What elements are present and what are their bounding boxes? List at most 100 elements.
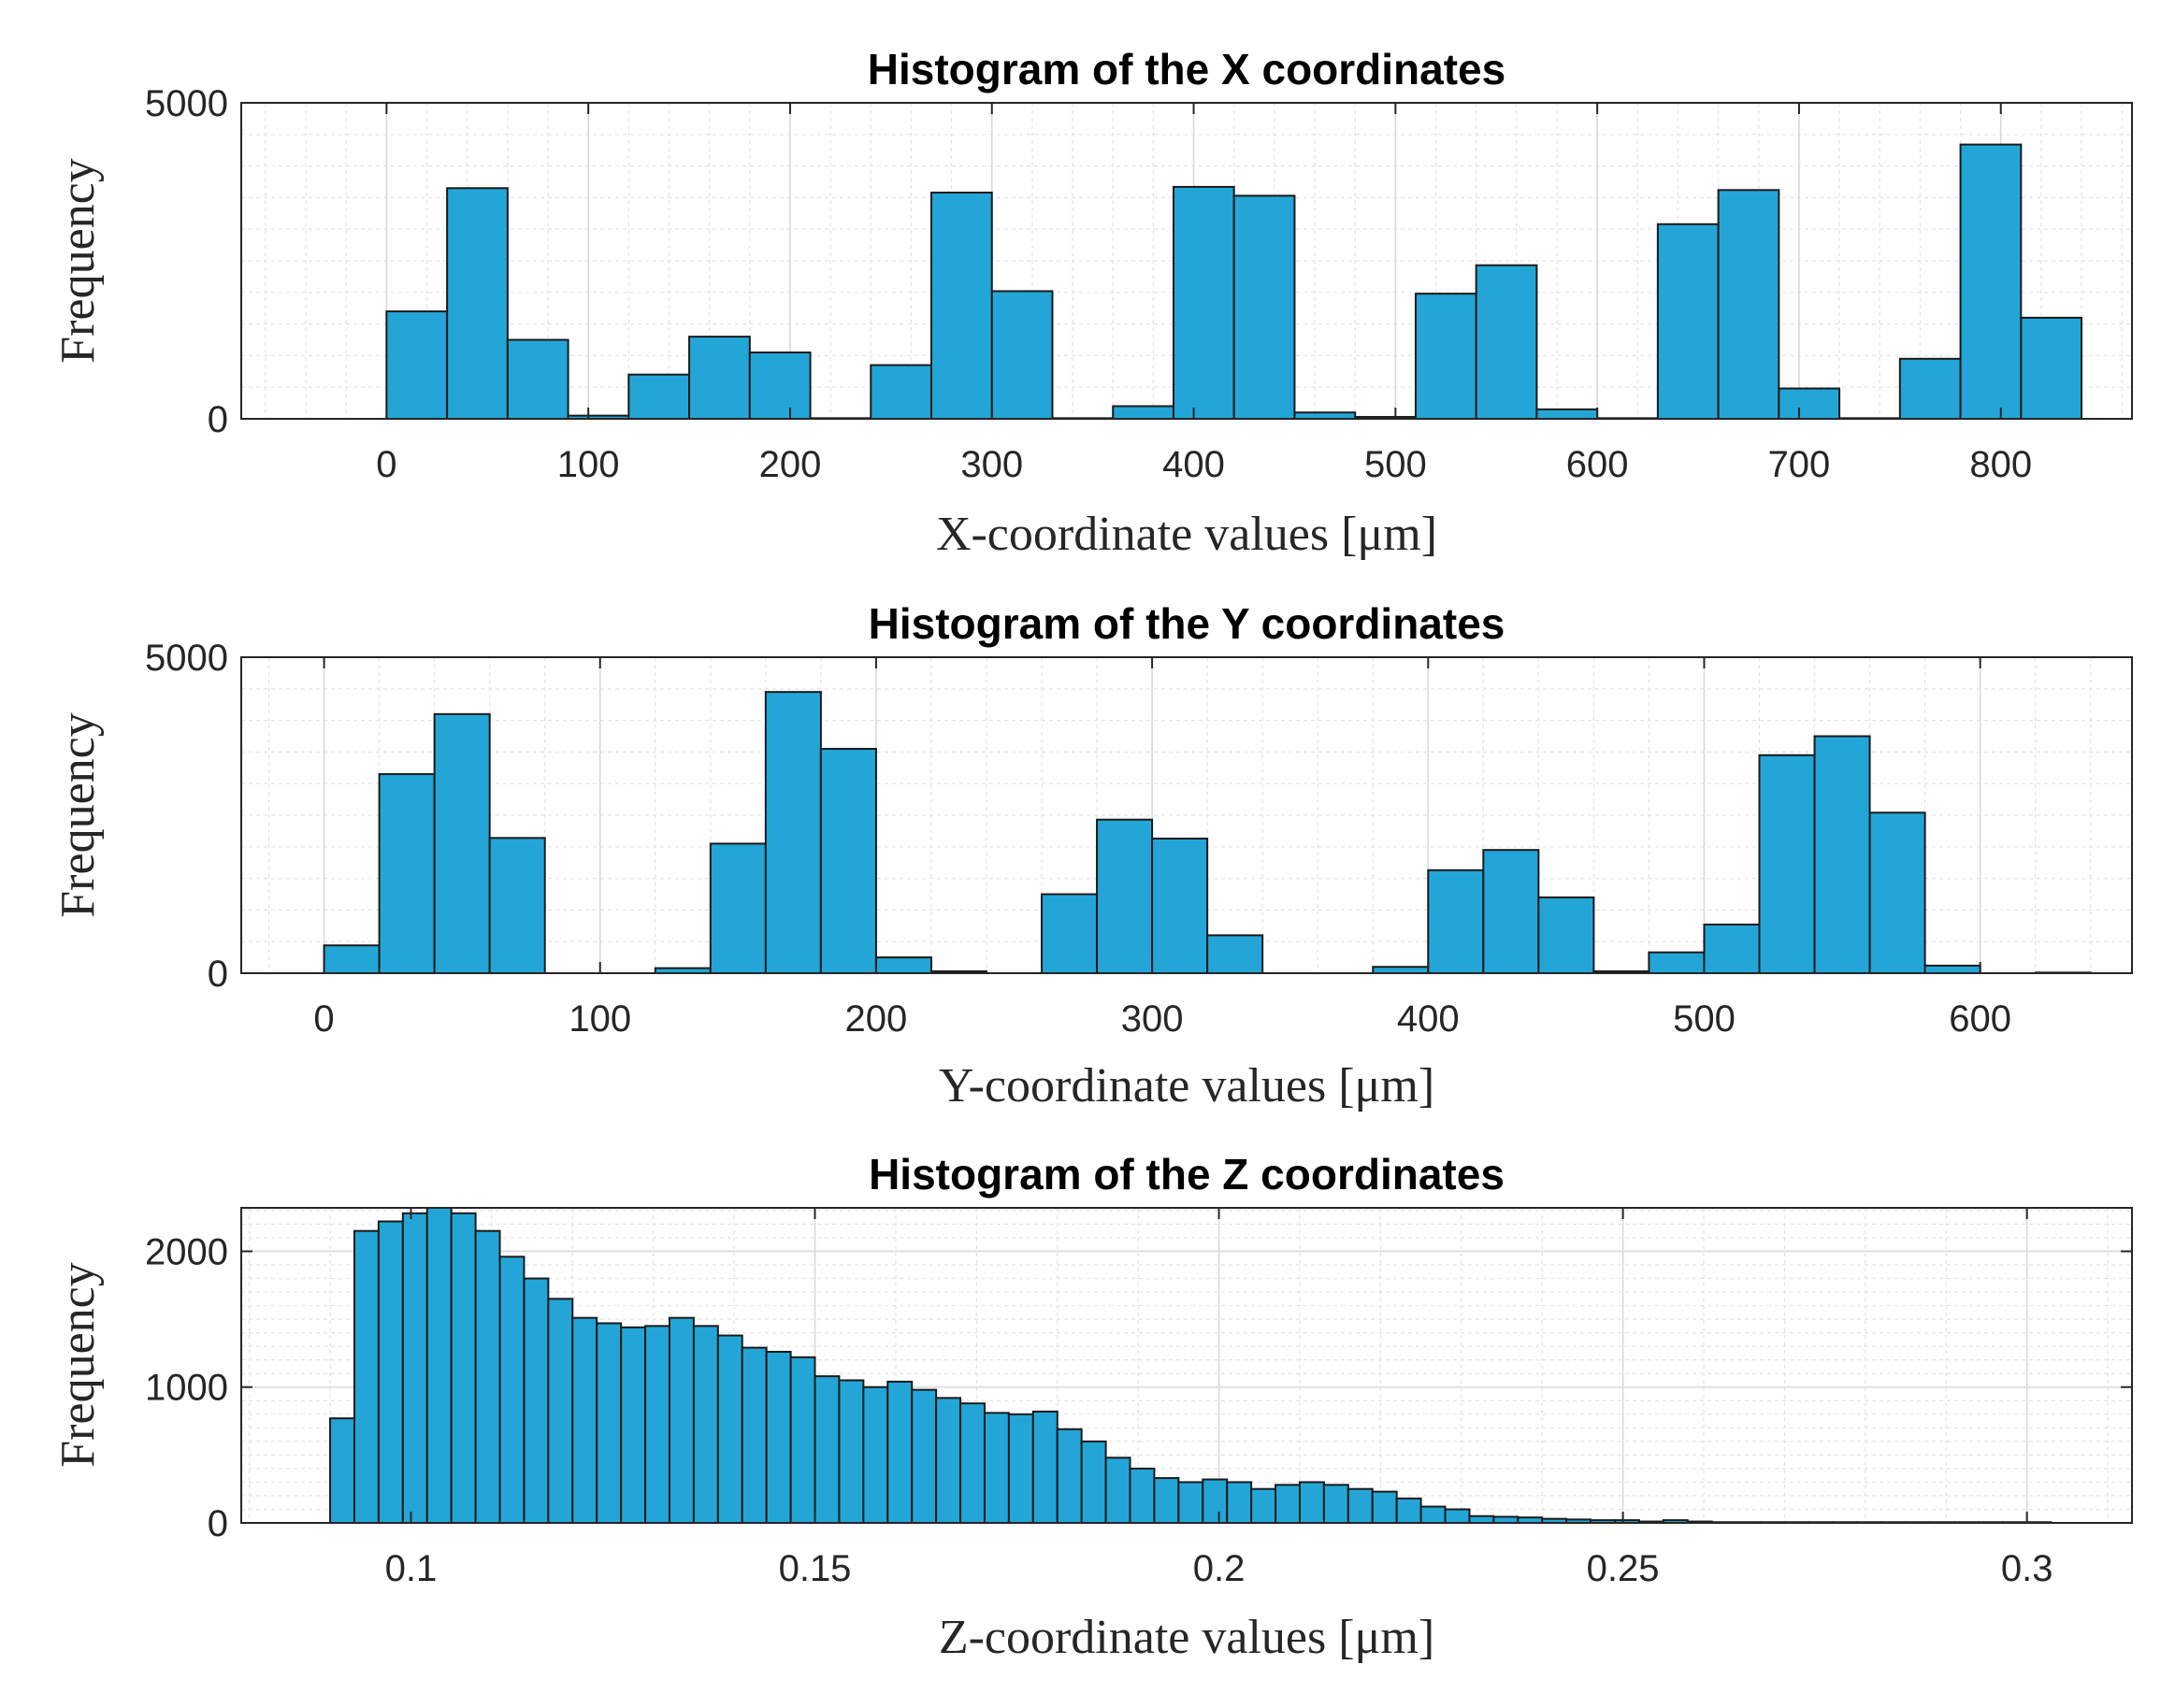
histogram-bar: [862, 1385, 889, 1524]
y-tick-label: 0: [208, 399, 228, 440]
histogram-bar: [644, 1325, 670, 1524]
y-tick-label: 0: [208, 954, 228, 995]
histogram-bar: [523, 1277, 550, 1524]
histogram-bar: [596, 1322, 623, 1525]
histogram-bar: [748, 352, 812, 420]
histogram-bar: [1444, 1508, 1471, 1524]
y-tick-label: 2000: [145, 1231, 228, 1272]
histogram-bar: [571, 1316, 598, 1524]
y-tick-label: 5000: [145, 638, 228, 679]
histogram-bar: [838, 1379, 865, 1524]
histogram-bar: [870, 364, 933, 421]
histogram-bar: [620, 1326, 647, 1525]
histogram-bar: [1717, 189, 1780, 420]
x-tick-label: 400: [1162, 444, 1225, 485]
tick-labels: 0 100 200 300 400 500 600 700 800 0 5000: [145, 83, 2132, 485]
histogram-bar: [886, 1380, 914, 1524]
histogram-bar: [1419, 1505, 1447, 1525]
x-tick-label: 0.2: [1193, 1548, 1246, 1589]
histogram-bar: [1535, 408, 1599, 420]
histogram-bar: [1129, 1467, 1156, 1525]
histogram-bar: [1923, 964, 1981, 974]
histogram-bar: [1427, 868, 1485, 975]
histogram-bar: [819, 748, 877, 975]
histogram-bar: [1104, 1457, 1131, 1525]
chart-title: Histogram of the Z coordinates: [869, 1150, 1505, 1198]
histogram-bar: [1813, 735, 1871, 974]
histogram-bar: [1395, 1497, 1422, 1524]
histogram-bar: [1898, 357, 1962, 420]
histogram-bar: [930, 191, 993, 420]
x-tick-label: 0.25: [1587, 1548, 1660, 1589]
x-tick-label: 600: [1566, 444, 1629, 485]
histogram-bar: [377, 1220, 404, 1525]
y-tick-label: 5000: [145, 83, 228, 124]
histogram-bar: [498, 1256, 526, 1524]
x-tick-label: 100: [569, 998, 631, 1040]
histogram-bar: [474, 1229, 501, 1524]
x-tick-label: 800: [1969, 444, 2032, 485]
x-tick-label: 200: [759, 444, 822, 485]
x-tick-label: 300: [1121, 998, 1184, 1040]
histogram-bar: [765, 1350, 792, 1524]
histogram-bar: [1468, 1514, 1495, 1524]
histogram-bar: [789, 1356, 816, 1524]
histogram-bar: [488, 837, 546, 974]
histogram-bar: [716, 1334, 743, 1524]
histogram-bar: [323, 944, 381, 974]
histogram-bar: [378, 773, 436, 974]
histogram-bar: [935, 1397, 962, 1524]
histogram-bar: [1177, 1481, 1204, 1524]
histogram-bar: [1275, 1484, 1301, 1525]
histogram-bar: [1298, 1481, 1325, 1524]
histogram-bar: [1482, 849, 1540, 974]
tick-labels: 0 100 200 300 400 500 600 0 5000: [145, 638, 2132, 1040]
x-tick-label: 0.15: [779, 1548, 852, 1589]
histogram-bar: [1153, 1477, 1180, 1525]
histogram-bar: [1537, 896, 1595, 975]
histogram-bar: [1031, 1410, 1059, 1525]
histogram-bar: [1202, 1478, 1229, 1524]
histogram-bar: [1959, 143, 2023, 420]
histogram-bar: [1656, 222, 1720, 420]
x-tick-label: 600: [1949, 998, 2011, 1040]
y-axis-label: Frequency: [51, 1262, 105, 1467]
histogram-bar: [1293, 411, 1357, 420]
histogram-bar: [425, 1207, 453, 1524]
histogram-bar: [1151, 838, 1209, 975]
histogram-bar: [1758, 754, 1816, 975]
histogram-bar: [329, 1417, 355, 1525]
histogram-bar: [688, 336, 751, 420]
histogram-bar: [627, 373, 691, 420]
x-tick-label: 300: [960, 444, 1023, 485]
histogram-bar: [385, 310, 449, 420]
histogram-bar: [1080, 1440, 1107, 1525]
x-tick-label: 200: [845, 998, 908, 1040]
x-tick-label: 0: [313, 998, 334, 1040]
chart-title: Histogram of the Y coordinates: [869, 599, 1505, 648]
histogram-bar: [1868, 811, 1926, 975]
histogram-bar: [709, 842, 767, 974]
histogram-bar: [814, 1375, 841, 1525]
histogram-bar: [1172, 185, 1235, 420]
histogram-bar: [764, 691, 822, 974]
histogram-y-panel: 0 100 200 300 400 500 600 0 5000 Histogram of th…: [51, 599, 2133, 1112]
histogram-bar: [692, 1325, 719, 1524]
y-axis-label: Frequency: [51, 712, 105, 917]
x-tick-label: 500: [1364, 444, 1427, 485]
histogram-bar: [1778, 387, 1841, 420]
histogram-bar: [1007, 1413, 1034, 1524]
histogram-bar: [1372, 966, 1430, 974]
histogram-bar: [450, 1212, 477, 1524]
histogram-bar: [1056, 1428, 1083, 1525]
histogram-bar: [668, 1316, 695, 1524]
histogram-bar: [983, 1412, 1010, 1525]
histogram-bar: [1206, 934, 1264, 975]
x-axis-label: Y-coordinate values [μm]: [939, 1059, 1434, 1112]
histogram-bar: [1703, 923, 1761, 974]
chart-title: Histogram of the X coordinates: [868, 45, 1505, 93]
histogram-bar: [1226, 1481, 1253, 1524]
axes-frame: [240, 102, 2133, 420]
histogram-bar: [433, 712, 491, 975]
